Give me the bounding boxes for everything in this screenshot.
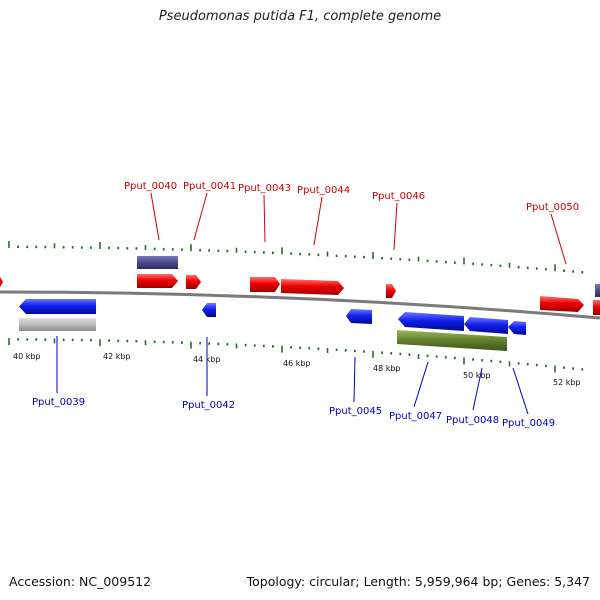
upper-tick-track (8, 241, 584, 274)
gene-label-0042[interactable]: Pput_0042 (182, 400, 235, 411)
gene-arrow-0049[interactable] (508, 321, 526, 335)
gene-label-0043[interactable]: Pput_0043 (238, 183, 291, 194)
gene-arrow-0046[interactable] (386, 284, 396, 298)
gene-label-0047[interactable]: Pput_0047 (389, 411, 442, 422)
reverse-genes (19, 299, 526, 335)
gene-arrow-0043[interactable] (250, 277, 280, 292)
forward-gene-labels (150, 192, 567, 265)
forward-genes (0, 274, 600, 315)
gene-label-0039[interactable]: Pput_0039 (32, 397, 85, 408)
gene-arrow-0039[interactable] (19, 299, 96, 314)
gene-arrow-0045[interactable] (346, 309, 372, 324)
gene-label-0040[interactable]: Pput_0040 (124, 181, 177, 192)
feature-block-purple (137, 256, 178, 269)
genome-summary-text: Topology: circular; Length: 5,959,964 bp… (246, 574, 590, 589)
axis-label-52kbp: 52 kbp (553, 378, 581, 387)
gene-arrow-0047[interactable] (398, 312, 464, 331)
gene-label-0050[interactable]: Pput_0050 (526, 202, 579, 213)
axis-label-50kbp: 50 kbp (463, 371, 491, 380)
accession-text: Accession: NC_009512 (9, 574, 152, 589)
gene-arrow-edge-left (0, 277, 3, 287)
axis-labels: 40 kbp 42 kbp 44 kbp 46 kbp 48 kbp 50 kb… (13, 352, 581, 387)
axis-label-48kbp: 48 kbp (373, 364, 401, 373)
gene-arrow-0044[interactable] (281, 279, 344, 295)
gene-arrow-edge-right[interactable] (593, 300, 600, 315)
gene-label-0044[interactable]: Pput_0044 (297, 185, 350, 196)
gene-label-0041[interactable]: Pput_0041 (183, 181, 236, 192)
map-title: Pseudomonas putida F1, complete genome (158, 9, 442, 24)
axis-label-40kbp: 40 kbp (13, 352, 41, 361)
axis-label-42kbp: 42 kbp (103, 352, 131, 361)
gene-label-0048[interactable]: Pput_0048 (446, 415, 499, 426)
lower-tick-track (8, 338, 584, 373)
gene-arrow-0042[interactable] (202, 303, 216, 317)
gene-arrow-0048[interactable] (464, 317, 508, 334)
feature-block-olive (397, 330, 507, 351)
gene-label-0045[interactable]: Pput_0045 (329, 406, 382, 417)
feature-block-grey (19, 318, 96, 331)
gene-arrow-0040[interactable] (137, 274, 178, 288)
axis-label-46kbp: 46 kbp (283, 359, 311, 368)
gene-label-0049[interactable]: Pput_0049 (502, 418, 555, 429)
gene-label-0046[interactable]: Pput_0046 (372, 191, 425, 202)
feature-block-purple-edge (595, 284, 600, 297)
reverse-gene-labels (56, 336, 529, 415)
gene-arrow-0041[interactable] (186, 275, 201, 289)
gene-arrow-0050[interactable] (540, 296, 584, 312)
genome-backbone (0, 290, 600, 320)
